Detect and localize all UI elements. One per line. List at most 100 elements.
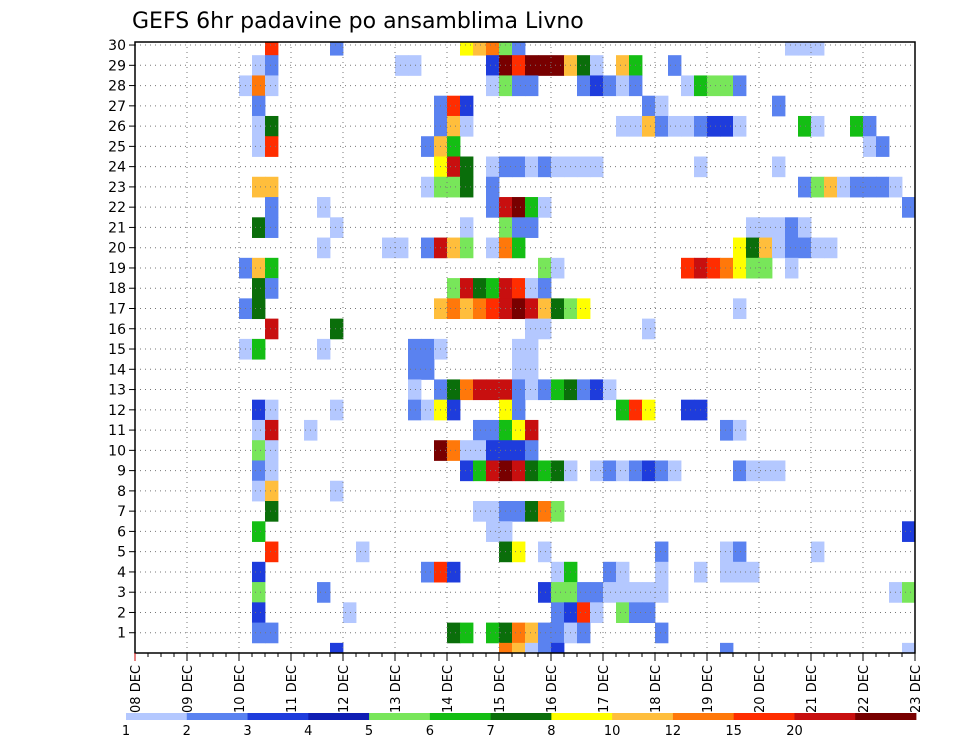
heatmap-cell xyxy=(707,115,721,137)
heatmap-cell xyxy=(252,622,266,644)
heatmap-cell xyxy=(486,237,500,259)
cells-layer xyxy=(239,42,916,654)
heatmap-cell xyxy=(590,460,604,482)
heatmap-cell xyxy=(486,521,500,542)
heatmap-cell xyxy=(655,460,669,482)
heatmap-cell xyxy=(486,440,500,461)
heatmap-cell xyxy=(538,642,552,654)
heatmap-cell xyxy=(642,460,656,482)
heatmap-cell xyxy=(681,75,695,97)
heatmap-cell xyxy=(447,278,461,299)
heatmap-cell xyxy=(551,298,565,320)
colorbar-label: 1 xyxy=(122,724,130,739)
x-tick-label: 16 DEC xyxy=(545,665,560,713)
heatmap-cell xyxy=(577,55,591,76)
heatmap-cell xyxy=(577,582,591,603)
chart-title: GEFS 6hr padavine po ansamblima Livno xyxy=(132,9,584,34)
heatmap-cell xyxy=(616,115,630,137)
heatmap-cell xyxy=(252,521,266,542)
heatmap-cell xyxy=(265,480,279,502)
heatmap-cell xyxy=(512,440,526,461)
heatmap-cell xyxy=(499,42,513,56)
heatmap-cell xyxy=(460,278,474,299)
heatmap-cell xyxy=(538,197,552,218)
heatmap-cell xyxy=(642,399,656,421)
heatmap-cell xyxy=(538,318,552,340)
heatmap-cell xyxy=(421,338,435,360)
heatmap-cell xyxy=(538,501,552,522)
heatmap-cell xyxy=(252,257,266,279)
heatmap-cell xyxy=(616,55,630,76)
heatmap-cell xyxy=(252,176,266,198)
x-tick-label: 09 DEC xyxy=(181,665,196,713)
heatmap-cell xyxy=(486,622,500,644)
heatmap-cell xyxy=(538,298,552,320)
heatmap-cell xyxy=(512,399,526,421)
heatmap-cell xyxy=(525,419,539,441)
heatmap-cell xyxy=(525,338,539,360)
heatmap-cell xyxy=(590,55,604,76)
heatmap-cell xyxy=(525,156,539,178)
heatmap-cell xyxy=(486,379,500,401)
heatmap-cell xyxy=(252,217,266,238)
y-tick-label: 25 xyxy=(108,139,126,155)
heatmap-cell xyxy=(512,541,526,563)
heatmap-cell xyxy=(395,55,409,76)
colorbar-segment xyxy=(551,713,613,720)
heatmap-cell xyxy=(447,115,461,137)
heatmap-cell xyxy=(577,622,591,644)
heatmap-cell xyxy=(512,501,526,522)
heatmap-cell xyxy=(460,460,474,482)
heatmap-cell xyxy=(252,338,266,360)
x-tick-label: 11 DEC xyxy=(285,665,300,713)
heatmap-cell xyxy=(538,257,552,279)
heatmap-cell xyxy=(863,115,877,137)
heatmap-cell xyxy=(265,257,279,279)
colorbar-segment xyxy=(733,713,795,720)
heatmap-cell xyxy=(590,156,604,178)
colorbar-label: 12 xyxy=(665,724,682,739)
y-tick-label: 11 xyxy=(108,423,126,439)
heatmap-cell xyxy=(538,541,552,563)
heatmap-cell xyxy=(317,582,331,603)
heatmap-cell xyxy=(811,237,825,259)
heatmap-cell xyxy=(460,298,474,320)
heatmap-cell xyxy=(512,75,526,97)
heatmap-cell xyxy=(265,318,279,340)
heatmap-cell xyxy=(785,257,799,279)
heatmap-cell xyxy=(265,176,279,198)
heatmap-cell xyxy=(330,318,344,340)
y-tick-label: 21 xyxy=(108,220,126,236)
heatmap-cell xyxy=(252,115,266,137)
heatmap-cell xyxy=(252,55,266,76)
heatmap-cell xyxy=(447,176,461,198)
heatmap-cell xyxy=(460,622,474,644)
heatmap-cell xyxy=(512,642,526,654)
heatmap-cell xyxy=(746,460,760,482)
heatmap-cell xyxy=(265,278,279,299)
heatmap-cell xyxy=(265,440,279,461)
heatmap-cell xyxy=(317,237,331,259)
heatmap-cell xyxy=(330,42,344,56)
heatmap-cell xyxy=(551,257,565,279)
heatmap-cell xyxy=(447,379,461,401)
heatmap-cell xyxy=(447,440,461,461)
heatmap-cell xyxy=(408,399,422,421)
heatmap-cell xyxy=(590,582,604,603)
heatmap-cell xyxy=(265,136,279,157)
heatmap-cell xyxy=(746,257,760,279)
colorbar-segment xyxy=(612,713,674,720)
heatmap-cell xyxy=(733,541,747,563)
heatmap-cell xyxy=(668,460,682,482)
heatmap-cell xyxy=(512,460,526,482)
heatmap-cell xyxy=(642,582,656,603)
heatmap-cell xyxy=(902,197,916,218)
heatmap-cell xyxy=(746,237,760,259)
heatmap-cell xyxy=(421,176,435,198)
heatmap-cell xyxy=(863,176,877,198)
heatmap-cell xyxy=(772,460,786,482)
heatmap-cell xyxy=(746,561,760,583)
y-tick-label: 27 xyxy=(108,99,126,115)
heatmap-cell xyxy=(772,237,786,259)
